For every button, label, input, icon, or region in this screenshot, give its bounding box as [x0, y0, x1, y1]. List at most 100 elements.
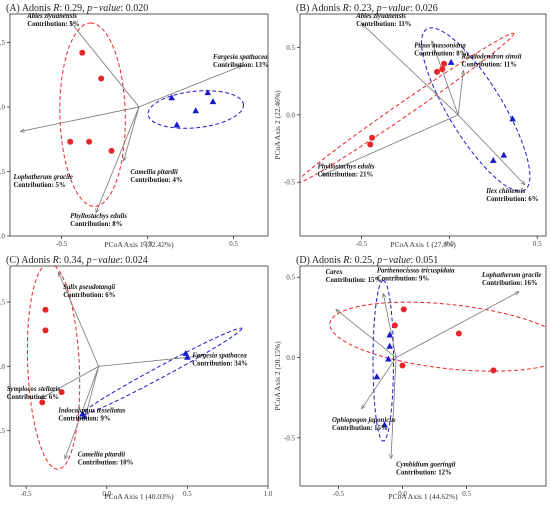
- species-label: Camellia pitardii Contribution: 4%: [130, 169, 183, 184]
- x-axis-label: PCoA Axis 1 (44.62%): [388, 492, 458, 501]
- species-label: Fargesia spathacea Contribution: 13%: [213, 54, 269, 69]
- group-1-point: [42, 327, 49, 334]
- group-1-point: [108, 147, 115, 154]
- panel-title: (D) Adonis R: 0.25, p−value: 0.051: [296, 255, 438, 266]
- species-vector-arrow: [383, 293, 397, 358]
- species-vector-arrow: [124, 106, 140, 161]
- panel-d: (D) Adonis R: 0.25, p−value: 0.051 -0.5 0.…: [273, 255, 547, 501]
- x-tick-label: 0.0: [398, 490, 407, 498]
- species-vector-arrow: [321, 114, 459, 176]
- panel-title: (C) Adonis R: 0.34, p−value: 0.024: [6, 255, 148, 266]
- species-vector-arrow: [98, 356, 201, 367]
- species-label: Abies ziyuanensis Contribution: 5%: [26, 13, 80, 28]
- group-1-point: [98, 75, 105, 82]
- species-vector-arrow: [432, 41, 459, 116]
- group-1-point: [39, 399, 46, 406]
- group-2-point: [385, 355, 392, 362]
- x-tick-label: -0.5: [356, 240, 368, 248]
- panel-b: (B) Adonis R: 0.23, p−value: 0.026 -0.5 0.…: [273, 3, 547, 249]
- group-2-point: [168, 94, 175, 101]
- group-1-point: [439, 66, 446, 73]
- x-axis-label: PCoA Axis 1 (40.03%): [104, 492, 174, 501]
- species-vector-arrow: [457, 71, 463, 115]
- y-tick-label: -0.5: [284, 179, 296, 187]
- species-vector-arrow: [395, 292, 519, 358]
- species-label: Pinus massoniana Contribution: 8%: [414, 43, 467, 58]
- group-2-point: [204, 89, 212, 96]
- species-label: Fargesia spathacea Contribution: 34%: [192, 352, 248, 367]
- species-vector-arrow: [457, 114, 525, 185]
- y-tick-label: 0.5: [286, 44, 295, 52]
- group-2-ellipse: [80, 327, 243, 416]
- group-2-ellipse: [421, 27, 531, 192]
- group-2-point: [489, 157, 497, 164]
- species-label: Salix pseudotangii Contribution: 6%: [63, 284, 116, 299]
- x-axis-label: PCoA Axis 1 (27.8%): [390, 240, 456, 249]
- y-tick-label: 0.0: [0, 363, 6, 371]
- species-vector-arrow: [58, 272, 100, 367]
- x-tick-label: 1.0: [264, 490, 273, 498]
- species-vector-arrow: [20, 106, 140, 132]
- species-label: Camellia pitardii Contribution: 10%: [78, 451, 134, 466]
- species-vector-arrow: [336, 309, 397, 358]
- species-label: Abies ziyuanensis Contribution: 11%: [355, 13, 412, 28]
- species-label: Parthenocissus tricuspidata Contribution:…: [377, 267, 455, 282]
- panel-a: (A) Adonis R: 0.29, p−value: 0.020 -0.5 0.…: [0, 3, 269, 249]
- group-2-point: [509, 115, 516, 122]
- x-tick-label: -0.5: [333, 490, 345, 498]
- y-axis-label: PCoA Axis 2 (20.15%): [273, 341, 282, 411]
- group-1-point: [369, 134, 376, 141]
- species-label: Ilex chinensis Contribution: 6%: [485, 188, 539, 203]
- group-2-point: [386, 331, 393, 338]
- group-1-point: [434, 68, 441, 75]
- x-tick-label: 0.0: [445, 240, 454, 248]
- group-2-ellipse: [372, 279, 395, 442]
- panel-title: (A) Adonis R: 0.29, p−value: 0.020: [6, 3, 148, 14]
- species-vector-arrow: [362, 23, 459, 116]
- x-tick-label: -0.5: [21, 490, 33, 498]
- species-vector-arrow: [41, 366, 99, 398]
- y-tick-label: 0.0: [286, 111, 295, 119]
- x-tick-label: 0.0: [143, 240, 152, 248]
- group-2-point: [192, 107, 200, 114]
- y-axis-label: PCoA Axis 2 (22.46%): [273, 90, 282, 160]
- y-tick-label: 0.0: [286, 354, 295, 362]
- species-label: Phyllostachys edulis Contribution: 8%: [70, 213, 127, 228]
- group-1-point: [400, 306, 407, 313]
- group-1-point: [58, 389, 65, 396]
- species-vector-arrow: [391, 357, 397, 459]
- panel-c: (C) Adonis R: 0.34, p−value: 0.024 -0.5 0.…: [0, 255, 273, 501]
- x-tick-label: 0.5: [462, 490, 471, 498]
- group-2-point: [373, 373, 381, 380]
- group-2-point: [381, 421, 388, 428]
- y-tick-label: -0.5: [0, 427, 5, 435]
- group-2-point: [79, 410, 86, 417]
- x-tick-label: 0.5: [183, 490, 192, 498]
- species-label: Carex Contribution: 15%: [326, 269, 382, 284]
- species-label: Lophatherum gracile Contribution: 5%: [12, 174, 72, 189]
- plot-frame: [9, 13, 269, 237]
- x-axis-label: PCoA Axis 1 (32.42%): [104, 240, 174, 249]
- species-vector-arrow: [138, 66, 242, 108]
- plot-frame: [299, 13, 547, 237]
- plot-frame: [9, 265, 269, 487]
- species-label: Phyllostachys edulis Contribution: 21%: [318, 164, 375, 179]
- group-1-point: [86, 138, 93, 145]
- group-1-point: [455, 330, 462, 337]
- group-1-point: [42, 306, 49, 313]
- group-2-point: [447, 58, 455, 65]
- group-2-point: [184, 353, 191, 360]
- group-1-point: [79, 49, 86, 56]
- species-label: Cymbidium goeringii Contribution: 12%: [396, 462, 456, 477]
- group-2-point: [173, 121, 181, 128]
- group-1-point: [441, 60, 448, 67]
- y-tick-label: 0.5: [286, 274, 295, 282]
- group-1-ellipse: [59, 22, 126, 207]
- group-1-point: [367, 141, 374, 148]
- group-2-point: [209, 98, 217, 105]
- group-1-point: [67, 138, 74, 145]
- y-tick-label: -1.0: [0, 233, 5, 241]
- species-vector-arrow: [86, 366, 100, 415]
- group-1-point: [490, 367, 497, 374]
